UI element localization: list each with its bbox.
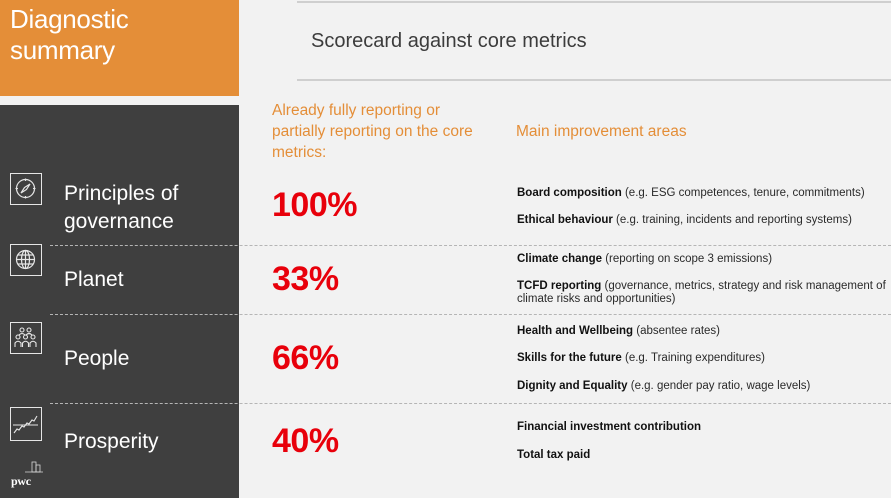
item-title: Dignity and Equality [517,380,628,392]
item-detail: (e.g. gender pay ratio, wage levels) [627,380,811,392]
globe-icon [10,244,42,276]
row-divider [50,403,891,404]
improvement-item: Climate change (reporting on scope 3 emi… [517,253,889,266]
header-bottom-rule [297,79,891,81]
improvement-item: Board composition (e.g. ESG competences,… [517,187,889,200]
reporting-column-header: Already fully reporting or partially rep… [272,100,507,163]
item-title: Ethical behaviour [517,214,613,226]
people-group-icon [10,322,42,354]
reporting-header-line3: metrics: [272,144,327,161]
improvement-item: Health and Wellbeing (absentee rates) [517,325,889,338]
item-detail: (reporting on scope 3 emissions) [602,253,773,265]
percent-prosperity: 40% [272,422,339,460]
compass-icon [10,173,42,205]
item-detail: (absentee rates) [633,325,721,337]
percent-planet: 33% [272,260,339,298]
reporting-header-line2: partially reporting on the core [272,123,473,140]
section-title-line1: Diagnostic [10,4,129,34]
item-title: TCFD reporting [517,280,602,292]
reporting-header-line1: Already fully reporting or [272,102,440,119]
pillar-label-people: People [64,347,130,370]
improvement-item: Skills for the future (e.g. Training exp… [517,352,889,365]
item-detail: (e.g. Training expenditures) [621,352,765,364]
item-title: Health and Wellbeing [517,325,634,337]
percent-governance: 100% [272,186,357,224]
pillar-label-prosperity: Prosperity [64,430,159,453]
improvement-item: Total tax paid [517,449,889,462]
section-title-line2: summary [10,35,115,65]
improvement-item: Dignity and Equality (e.g. gender pay ra… [517,380,889,393]
item-title: Skills for the future [517,352,622,364]
item-title: Financial investment contribution [517,421,702,433]
item-title: Board composition [517,187,622,199]
improvement-item: Financial investment contribution [517,421,889,434]
logo-wordmark: pwc [11,474,31,488]
pillar-label-line2: governance [64,210,174,233]
scorecard-title: Scorecard against core metrics [311,30,587,52]
item-title: Climate change [517,253,602,265]
pwc-logo: pwc [11,461,47,490]
item-detail: (e.g. ESG competences, tenure, commitmen… [621,187,865,199]
item-detail: (e.g. training, incidents and reporting … [612,214,852,226]
improvement-column-header: Main improvement areas [516,123,687,140]
improvement-item: Ethical behaviour (e.g. training, incide… [517,214,889,227]
header-top-rule [297,1,891,3]
section-title: Diagnostic summary [10,4,129,66]
row-divider [50,245,891,246]
line-chart-icon [10,407,42,441]
pillar-label-governance: Principles of governance [64,180,178,236]
pillar-sidebar [0,105,239,498]
logo-building-icon [25,461,43,473]
pillar-label-line1: Principles of [64,182,179,205]
row-divider [50,314,891,315]
pillar-label-planet: Planet [64,268,124,291]
percent-people: 66% [272,339,339,377]
item-detail: (governance, metrics, strategy and risk … [517,280,886,305]
improvement-item: TCFD reporting (governance, metrics, str… [517,280,889,306]
item-title: Total tax paid [517,449,591,461]
section-title-box: Diagnostic summary [0,0,239,96]
